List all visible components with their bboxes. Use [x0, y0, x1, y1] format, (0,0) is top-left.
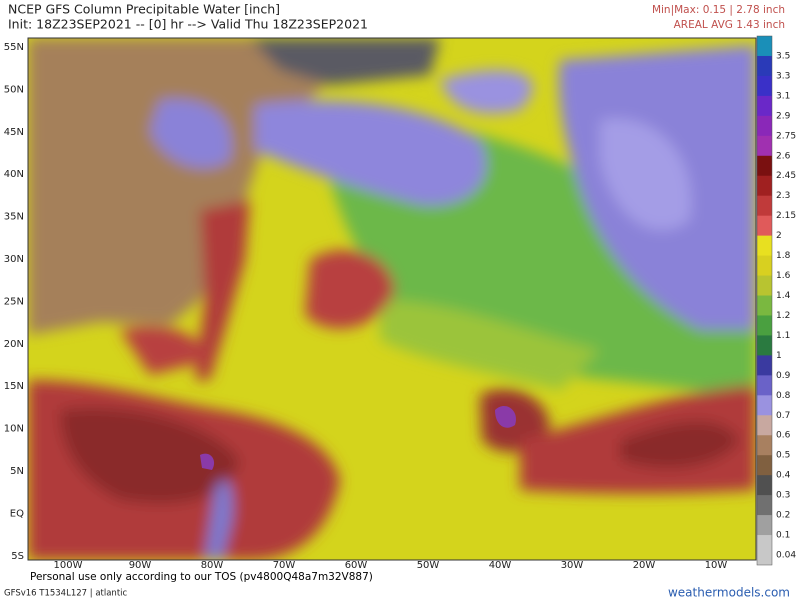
colorbar-label: 3.5 [776, 51, 790, 61]
colorbar-swatch [757, 495, 772, 516]
lon-label: 100W [54, 560, 83, 571]
colorbar-swatch [757, 355, 772, 376]
colorbar-swatch [757, 275, 772, 297]
colorbar-swatch [757, 535, 772, 565]
colorbar-frame [756, 35, 773, 566]
colorbar-swatch [757, 135, 772, 157]
lat-label: 10N [4, 424, 24, 435]
colorbar-swatch [757, 36, 772, 57]
colorbar: 3.5 3.3 3.1 2.9 2.75 2.6 2.45 2.3 2.15 2 1.8 1.6 1.4… [756, 35, 796, 566]
colorbar-label: 1.1 [776, 331, 790, 341]
colorbar-label: 2.9 [776, 111, 791, 121]
colorbar-label: 2.3 [776, 191, 790, 201]
colorbar-label: 1.2 [776, 311, 790, 321]
colorbar-label: 0.9 [776, 371, 791, 381]
lon-label: 40W [489, 560, 512, 571]
title: NCEP GFS Column Precipitable Water [inch… [8, 2, 280, 17]
lat-label: 5N [10, 466, 24, 477]
colorbar-label: 0.7 [776, 411, 790, 421]
lon-label: 30W [561, 560, 584, 571]
lat-label: 40N [4, 169, 24, 180]
colorbar-swatch [757, 55, 772, 77]
colorbar-label: 1.6 [776, 271, 791, 281]
colorbar-swatch [757, 175, 772, 197]
brand: weathermodels.com [668, 586, 790, 600]
lat-label: 5S [11, 551, 24, 562]
colorbar-swatch [757, 235, 772, 257]
colorbar-swatch [757, 415, 772, 436]
map-frame [27, 37, 757, 561]
lat-label: 55N [4, 42, 24, 53]
map [28, 38, 756, 560]
colorbar-swatch [757, 475, 772, 496]
colorbar-swatch [757, 115, 772, 137]
colorbar-label: 0.1 [776, 531, 790, 541]
lat-label: EQ [10, 508, 24, 519]
lon-label: 60W [345, 560, 368, 571]
colorbar-label: 0.8 [776, 391, 791, 401]
colorbar-swatch [757, 255, 772, 277]
colorbar-label: 0.3 [776, 491, 790, 501]
lat-label: 25N [4, 296, 24, 307]
colorbar-swatch [757, 95, 772, 117]
colorbar-swatch [757, 315, 772, 336]
colorbar-label: 1 [776, 351, 782, 361]
colorbar-swatch [757, 75, 772, 97]
lon-label: 80W [201, 560, 224, 571]
lon-label: 10W [705, 560, 728, 571]
lat-label: 50N [4, 84, 24, 95]
lat-label: 45N [4, 127, 24, 138]
model-info: GFSv16 T1534L127 | atlantic [4, 589, 128, 599]
colorbar-swatch [757, 215, 772, 237]
axis-labels: 55N 50N 45N 40N 35N 30N 25N 20N 15N 10N 5N EQ 5S 100W… [4, 42, 728, 571]
colorbar-swatch [757, 335, 772, 356]
colorbar-label: 1.4 [776, 291, 791, 301]
colorbar-label: 3.1 [776, 91, 790, 101]
lon-label: 20W [633, 560, 656, 571]
colorbar-swatch [757, 455, 772, 476]
colorbar-label: 0.2 [776, 511, 790, 521]
colorbar-label: 2 [776, 231, 782, 241]
colorbar-swatch [757, 375, 772, 396]
colorbar-swatch [757, 295, 772, 316]
tos-note: Personal use only according to our TOS (… [30, 571, 373, 583]
lat-label: 30N [4, 254, 24, 265]
subtitle: Init: 18Z23SEP2021 -- [0] hr --> Valid T… [8, 17, 368, 32]
colorbar-label: 2.45 [776, 171, 796, 181]
colorbar-label: 2.6 [776, 151, 791, 161]
colorbar-swatch [757, 195, 772, 217]
lon-label: 90W [129, 560, 152, 571]
colorbar-label: 0.04 [776, 551, 796, 561]
colorbar-swatch [757, 155, 772, 177]
lat-label: 15N [4, 381, 24, 392]
colorbar-label: 3.3 [776, 71, 790, 81]
colorbar-swatch [757, 435, 772, 456]
colorbar-label: 0.6 [776, 431, 791, 441]
colorbar-label: 1.8 [776, 251, 791, 261]
colorbar-label: 0.5 [776, 451, 790, 461]
colorbar-label: 2.15 [776, 211, 796, 221]
colorbar-swatch [757, 395, 772, 416]
colorbar-label: 0.4 [776, 471, 791, 481]
colorbar-label: 2.75 [776, 131, 796, 141]
lat-label: 35N [4, 212, 24, 223]
areal-avg: AREAL AVG 1.43 inch [674, 19, 785, 31]
lat-label: 20N [4, 339, 24, 350]
minmax: Min|Max: 0.15 | 2.78 inch [652, 4, 785, 16]
lon-label: 50W [417, 560, 440, 571]
colorbar-swatch [757, 515, 772, 536]
lon-label: 70W [273, 560, 296, 571]
